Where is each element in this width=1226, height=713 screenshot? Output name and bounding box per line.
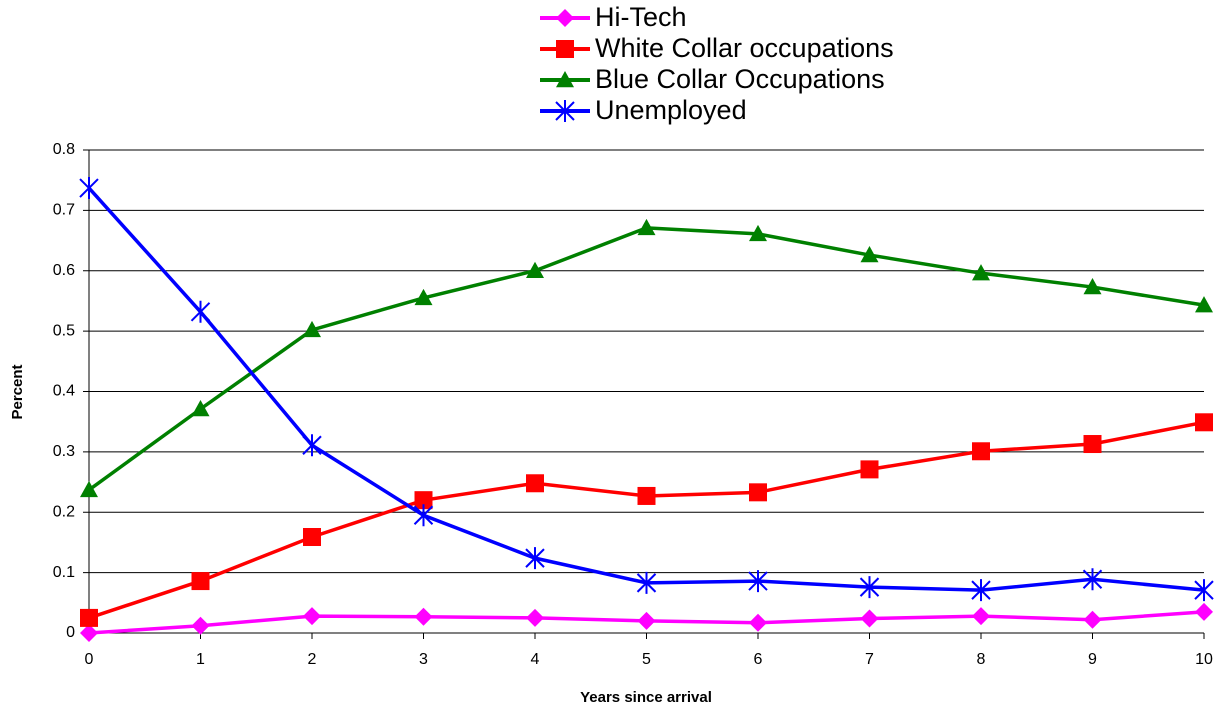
marker (1195, 413, 1213, 432)
series-line (87, 186, 1205, 592)
x-tick-label: 8 (977, 651, 986, 668)
x-tick-label: 6 (754, 651, 763, 668)
marker (637, 486, 656, 505)
marker (637, 218, 656, 236)
marker (556, 9, 574, 27)
marker (414, 288, 433, 306)
marker (526, 261, 544, 278)
marker (971, 579, 991, 602)
y-tick-label: 0.8 (53, 141, 75, 158)
y-axis-title: Percent (9, 364, 26, 419)
marker (749, 483, 767, 502)
marker (303, 320, 321, 338)
x-tick-label: 5 (642, 651, 651, 668)
marker (303, 607, 321, 626)
marker (972, 442, 990, 461)
x-tick-label: 7 (865, 651, 874, 668)
marker (556, 71, 574, 88)
marker (526, 474, 544, 493)
x-tick-label: 4 (531, 651, 540, 668)
marker (555, 100, 575, 122)
legend-label: White Collar occupations (595, 33, 894, 63)
marker (80, 480, 98, 498)
marker (191, 616, 210, 635)
marker (80, 608, 98, 627)
marker (414, 607, 433, 626)
y-tick-label: 0.1 (53, 564, 75, 581)
y-tick-label: 0.4 (53, 383, 75, 400)
marker (190, 300, 211, 323)
marker (749, 613, 767, 632)
marker (637, 611, 656, 630)
y-tick-label: 0.5 (53, 322, 75, 339)
marker (80, 624, 98, 642)
marker (525, 547, 545, 570)
legend-label: Hi-Tech (595, 2, 687, 32)
marker (859, 576, 880, 599)
marker (526, 608, 544, 627)
series-line (87, 226, 1205, 492)
y-tick-label: 0.6 (53, 262, 75, 279)
marker (860, 460, 879, 479)
x-tick-label: 1 (196, 651, 205, 668)
marker (1195, 296, 1213, 313)
marker (860, 246, 879, 263)
x-tick-label: 10 (1195, 651, 1213, 668)
marker (1083, 278, 1102, 295)
marker (1083, 610, 1102, 629)
marker (302, 434, 322, 457)
marker (191, 572, 210, 591)
marker (1083, 435, 1102, 454)
x-tick-label: 0 (85, 651, 94, 668)
marker (556, 40, 574, 58)
x-tick-label: 9 (1088, 651, 1097, 668)
y-tick-label: 0 (66, 624, 75, 641)
legend-label: Unemployed (595, 95, 747, 125)
marker (191, 400, 210, 417)
marker (749, 224, 767, 242)
y-tick-label: 0.3 (53, 443, 75, 460)
marker (748, 570, 768, 593)
y-tick-label: 0.7 (53, 202, 75, 219)
legend-label: Blue Collar Occupations (595, 64, 885, 94)
x-tick-label: 3 (419, 651, 428, 668)
x-tick-label: 2 (308, 651, 317, 668)
marker (1082, 568, 1103, 591)
marker (414, 491, 433, 510)
marker (972, 264, 990, 281)
marker (1194, 579, 1214, 602)
marker (303, 528, 321, 547)
marker (636, 571, 657, 594)
marker (972, 607, 990, 626)
marker (79, 177, 99, 200)
marker (413, 504, 434, 527)
marker (1195, 602, 1213, 621)
x-axis-title: Years since arrival (580, 689, 712, 706)
y-tick-label: 0.2 (53, 503, 75, 520)
marker (860, 609, 879, 628)
